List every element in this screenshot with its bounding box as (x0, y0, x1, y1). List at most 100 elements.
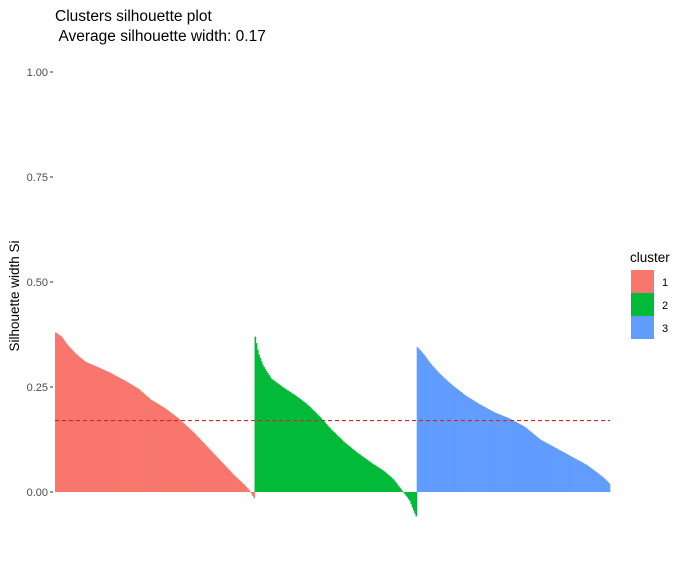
silhouette-bar-cluster-3 (523, 426, 526, 492)
silhouette-bar-cluster-3 (552, 446, 555, 492)
silhouette-bar-cluster-2 (346, 444, 349, 492)
silhouette-bar-cluster-1 (166, 409, 168, 492)
silhouette-bar-cluster-3 (543, 441, 546, 492)
silhouette-bar-cluster-2 (329, 428, 331, 492)
chart-title: Clusters silhouette plot (55, 8, 212, 25)
silhouette-bar-cluster-3 (461, 392, 464, 492)
silhouette-bar-cluster-2 (360, 455, 363, 492)
silhouette-bar-cluster-3 (576, 459, 578, 492)
silhouette-bar-cluster-3 (595, 471, 597, 492)
silhouette-bar-cluster-1 (220, 461, 223, 492)
silhouette-bar-cluster-3 (521, 425, 524, 492)
silhouette-bar-cluster-3 (477, 403, 480, 492)
silhouette-bar-cluster-3 (578, 460, 581, 492)
silhouette-bar-cluster-2 (274, 381, 277, 492)
silhouette-bar-cluster-3 (570, 456, 572, 492)
silhouette-bar-cluster-1 (198, 438, 201, 492)
legend-item-1: 1 (631, 270, 668, 293)
silhouette-bar-cluster-2 (313, 410, 315, 492)
silhouette-bar-cluster-1 (111, 373, 113, 492)
silhouette-bar-cluster-2 (356, 452, 359, 492)
silhouette-bar-cluster-2 (363, 457, 365, 492)
silhouette-bar-cluster-2 (409, 492, 411, 501)
silhouette-bar-cluster-1 (59, 335, 62, 492)
silhouette-bar-cluster-1 (168, 411, 171, 492)
silhouette-bar-cluster-2 (270, 378, 273, 492)
silhouette-bar-cluster-1 (89, 363, 92, 492)
silhouette-bar-cluster-2 (259, 358, 262, 492)
silhouette-bar-cluster-1 (177, 417, 179, 492)
silhouette-bar-cluster-2 (304, 402, 307, 492)
silhouette-bar-cluster-2 (269, 376, 272, 492)
y-tick-label: 0.75 (27, 172, 48, 184)
silhouette-bar-cluster-1 (101, 368, 103, 492)
silhouette-bar-cluster-3 (511, 419, 514, 492)
silhouette-bar-cluster-2 (344, 442, 346, 492)
silhouette-bar-cluster-3 (588, 466, 591, 492)
silhouette-bar-cluster-2 (341, 440, 344, 492)
silhouette-bar-cluster-1 (203, 443, 206, 492)
silhouette-bar-cluster-3 (435, 369, 437, 492)
silhouette-bar-cluster-1 (217, 457, 219, 492)
silhouette-bar-cluster-2 (300, 399, 303, 492)
silhouette-bar-cluster-1 (123, 380, 126, 492)
silhouette-bar-cluster-3 (469, 398, 471, 492)
silhouette-bar-cluster-3 (416, 347, 419, 492)
silhouette-bar-cluster-1 (146, 395, 148, 492)
silhouette-bar-cluster-1 (193, 432, 196, 492)
y-tick-label: 0.25 (27, 382, 48, 394)
silhouette-bar-cluster-2 (263, 367, 265, 492)
silhouette-bar-cluster-1 (173, 415, 176, 492)
silhouette-bar-cluster-1 (151, 400, 153, 492)
silhouette-bar-cluster-2 (257, 349, 259, 492)
silhouette-bar-cluster-1 (56, 333, 58, 492)
silhouette-bar-cluster-1 (134, 387, 137, 492)
silhouette-bar-cluster-1 (182, 422, 184, 492)
silhouette-bar-cluster-2 (331, 430, 334, 492)
silhouette-bar-cluster-1 (66, 344, 68, 492)
silhouette-bar-cluster-2 (303, 401, 305, 492)
silhouette-bar-cluster-3 (517, 423, 520, 492)
silhouette-bar-cluster-1 (107, 371, 109, 492)
silhouette-bar-cluster-3 (568, 455, 571, 492)
silhouette-bar-cluster-1 (174, 416, 177, 492)
silhouette-bar-cluster-2 (298, 397, 300, 492)
silhouette-bar-cluster-3 (526, 428, 529, 492)
silhouette-bar-cluster-2 (272, 379, 274, 492)
silhouette-bar-cluster-1 (73, 352, 76, 492)
silhouette-bar-cluster-2 (349, 446, 351, 492)
silhouette-bar-cluster-2 (283, 387, 285, 492)
silhouette-bar-cluster-2 (355, 451, 358, 492)
silhouette-bar-cluster-2 (404, 492, 406, 495)
silhouette-bar-cluster-2 (399, 487, 401, 492)
silhouette-bar-cluster-2 (386, 474, 389, 492)
silhouette-bar-cluster-3 (420, 351, 423, 492)
silhouette-bar-cluster-3 (522, 426, 525, 492)
silhouette-bar-cluster-1 (214, 455, 217, 492)
silhouette-bar-cluster-1 (128, 383, 131, 492)
silhouette-bar-cluster-3 (471, 399, 474, 492)
silhouette-bar-cluster-1 (247, 488, 249, 492)
silhouette-bar-cluster-1 (215, 456, 218, 492)
silhouette-bar-cluster-3 (422, 354, 425, 492)
legend: cluster 1 2 3 (630, 250, 670, 339)
silhouette-bar-cluster-2 (375, 465, 378, 492)
silhouette-bar-cluster-1 (195, 435, 198, 492)
silhouette-bar-cluster-2 (345, 443, 348, 492)
silhouette-bar-cluster-3 (507, 418, 510, 492)
silhouette-bar-cluster-2 (348, 445, 350, 492)
silhouette-bar-cluster-1 (187, 427, 189, 492)
silhouette-bar-cluster-1 (153, 401, 156, 492)
silhouette-bar-cluster-3 (590, 467, 592, 492)
silhouette-bar-cluster-1 (224, 465, 227, 492)
silhouette-bar-cluster-1 (253, 492, 255, 499)
silhouette-bar-cluster-3 (602, 477, 605, 492)
silhouette-bar-cluster-2 (299, 398, 302, 492)
silhouette-bar-cluster-3 (537, 437, 540, 492)
legend-item-2: 2 (631, 293, 668, 316)
silhouette-bar-cluster-2 (388, 475, 390, 492)
silhouette-bar-cluster-3 (607, 482, 610, 492)
silhouette-bar-cluster-3 (462, 393, 465, 492)
silhouette-bar-cluster-1 (87, 362, 90, 492)
silhouette-bar-cluster-3 (572, 457, 575, 492)
